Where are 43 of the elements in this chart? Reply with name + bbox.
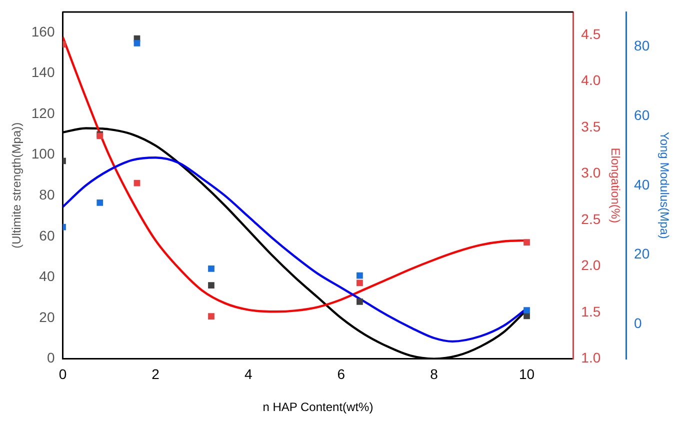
y3-tick-label: 0: [634, 314, 642, 331]
point: [356, 280, 363, 286]
y-tick-label: 160: [31, 23, 55, 40]
x-tick-label: 4: [244, 366, 252, 382]
y2-tick-label: 1.5: [581, 303, 601, 320]
x-tick-label: 8: [430, 366, 438, 382]
point: [208, 282, 214, 289]
y-axis-title: (Ultimite strength(Mpa)): [10, 122, 24, 248]
point: [356, 272, 363, 279]
y-tick-label: 80: [39, 186, 55, 202]
point: [134, 180, 140, 186]
y-tick-label: 100: [31, 146, 55, 162]
y-tick-label: 0: [46, 350, 55, 366]
y2-tick-label: 1.0: [581, 350, 601, 366]
point: [208, 265, 214, 272]
y2-tick-label: 3.5: [581, 118, 601, 134]
y2-tick-label: 2.0: [581, 257, 601, 274]
y-tick-label: 120: [31, 104, 55, 121]
point: [524, 239, 530, 246]
y3-axis-title: Yong Modulus(Mpa): [657, 132, 672, 239]
y3-tick-label: 80: [634, 38, 650, 54]
y-tick-label: 40: [39, 268, 55, 284]
x-axis-title: n HAP Content(wt%): [262, 400, 374, 414]
point: [356, 298, 363, 305]
point: [96, 200, 104, 206]
point: [134, 40, 140, 46]
x-tick-label: 10: [518, 366, 535, 382]
y3-tick-label: 40: [634, 176, 650, 192]
y3-tick-label: 20: [634, 246, 650, 262]
point: [208, 313, 214, 320]
y2-tick-label: 4.5: [581, 26, 601, 42]
y2-axis-title: Elongation(%): [608, 148, 623, 224]
point: [524, 307, 530, 314]
y-tick-label: 20: [39, 308, 55, 325]
y3-tick-label: 60: [634, 106, 650, 123]
y2-tick-label: 2.5: [581, 210, 601, 227]
y2-tick-label: 4.0: [581, 72, 601, 88]
x-tick-label: 2: [152, 366, 160, 382]
y-tick-label: 60: [39, 227, 55, 244]
x-tick-label: 6: [337, 366, 346, 382]
x-tick-label: 0: [58, 366, 67, 382]
y-tick-label: 140: [31, 64, 55, 80]
y2-tick-label: 3.0: [581, 164, 601, 181]
